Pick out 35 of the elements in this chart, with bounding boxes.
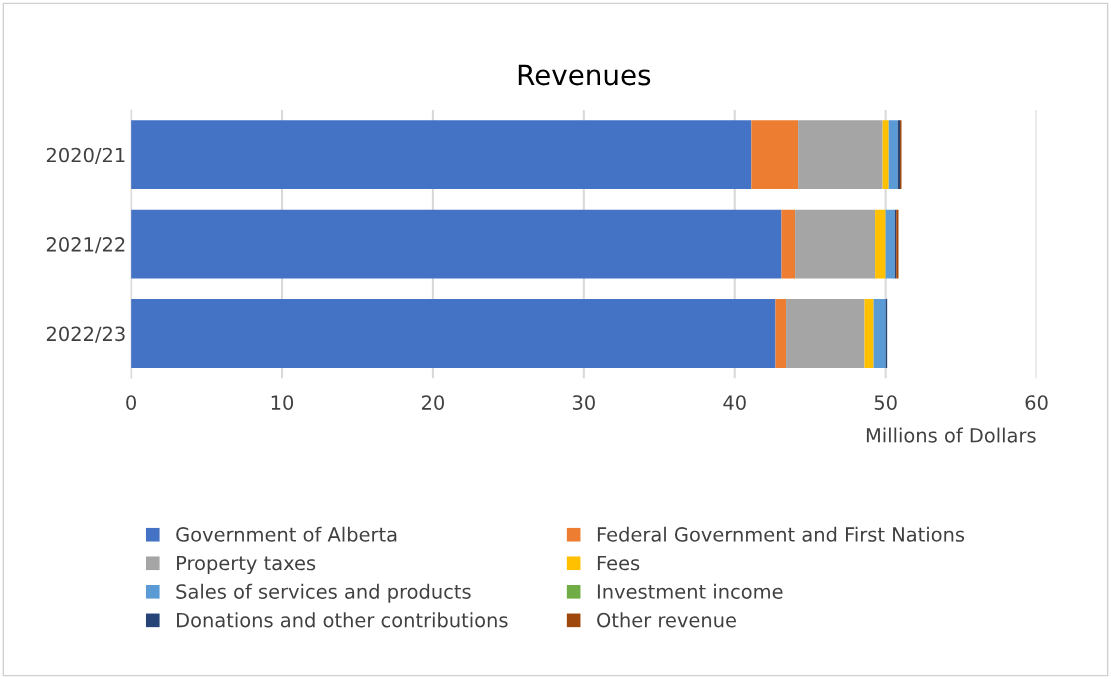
y-tick-label: 2022/23 [46, 326, 125, 343]
bar [795, 209, 876, 279]
bar [786, 299, 865, 368]
bar [775, 299, 787, 368]
bar [864, 299, 874, 368]
bar [798, 120, 883, 190]
y-tick-label: 2020/21 [46, 147, 125, 164]
chart-title: Revenues [518, 64, 651, 86]
bar [781, 209, 796, 279]
x-tick-label: 10 [271, 395, 294, 410]
legend-label: Fees [597, 555, 640, 571]
x-tick-label: 20 [421, 395, 444, 410]
legend-label: Federal Government and First Nations [597, 526, 965, 542]
bar [888, 120, 898, 190]
legend-label: Property taxes [177, 555, 316, 575]
bar [131, 209, 782, 279]
bar [885, 209, 895, 279]
x-tick-label: 60 [1025, 395, 1048, 410]
x-tick-label: 0 [126, 395, 136, 410]
legend-label: Government of Alberta [176, 526, 397, 542]
legend-label: Sales of services and products [176, 583, 471, 603]
y-tick-label: 2021/22 [46, 237, 125, 254]
bar [875, 209, 886, 279]
bar [131, 299, 776, 368]
bar [131, 120, 752, 190]
x-axis-title: Millions of Dollars [866, 427, 1036, 443]
legend-label: Investment income [597, 583, 783, 599]
bar [873, 299, 886, 368]
bar [882, 120, 889, 190]
legend-label: Other revenue [597, 612, 736, 628]
x-tick-label: 30 [572, 395, 595, 410]
bar [751, 120, 799, 190]
x-tick-label: 40 [723, 395, 746, 410]
x-tick-label: 50 [874, 395, 897, 410]
legend-label: Donations and other contributions [177, 612, 508, 628]
